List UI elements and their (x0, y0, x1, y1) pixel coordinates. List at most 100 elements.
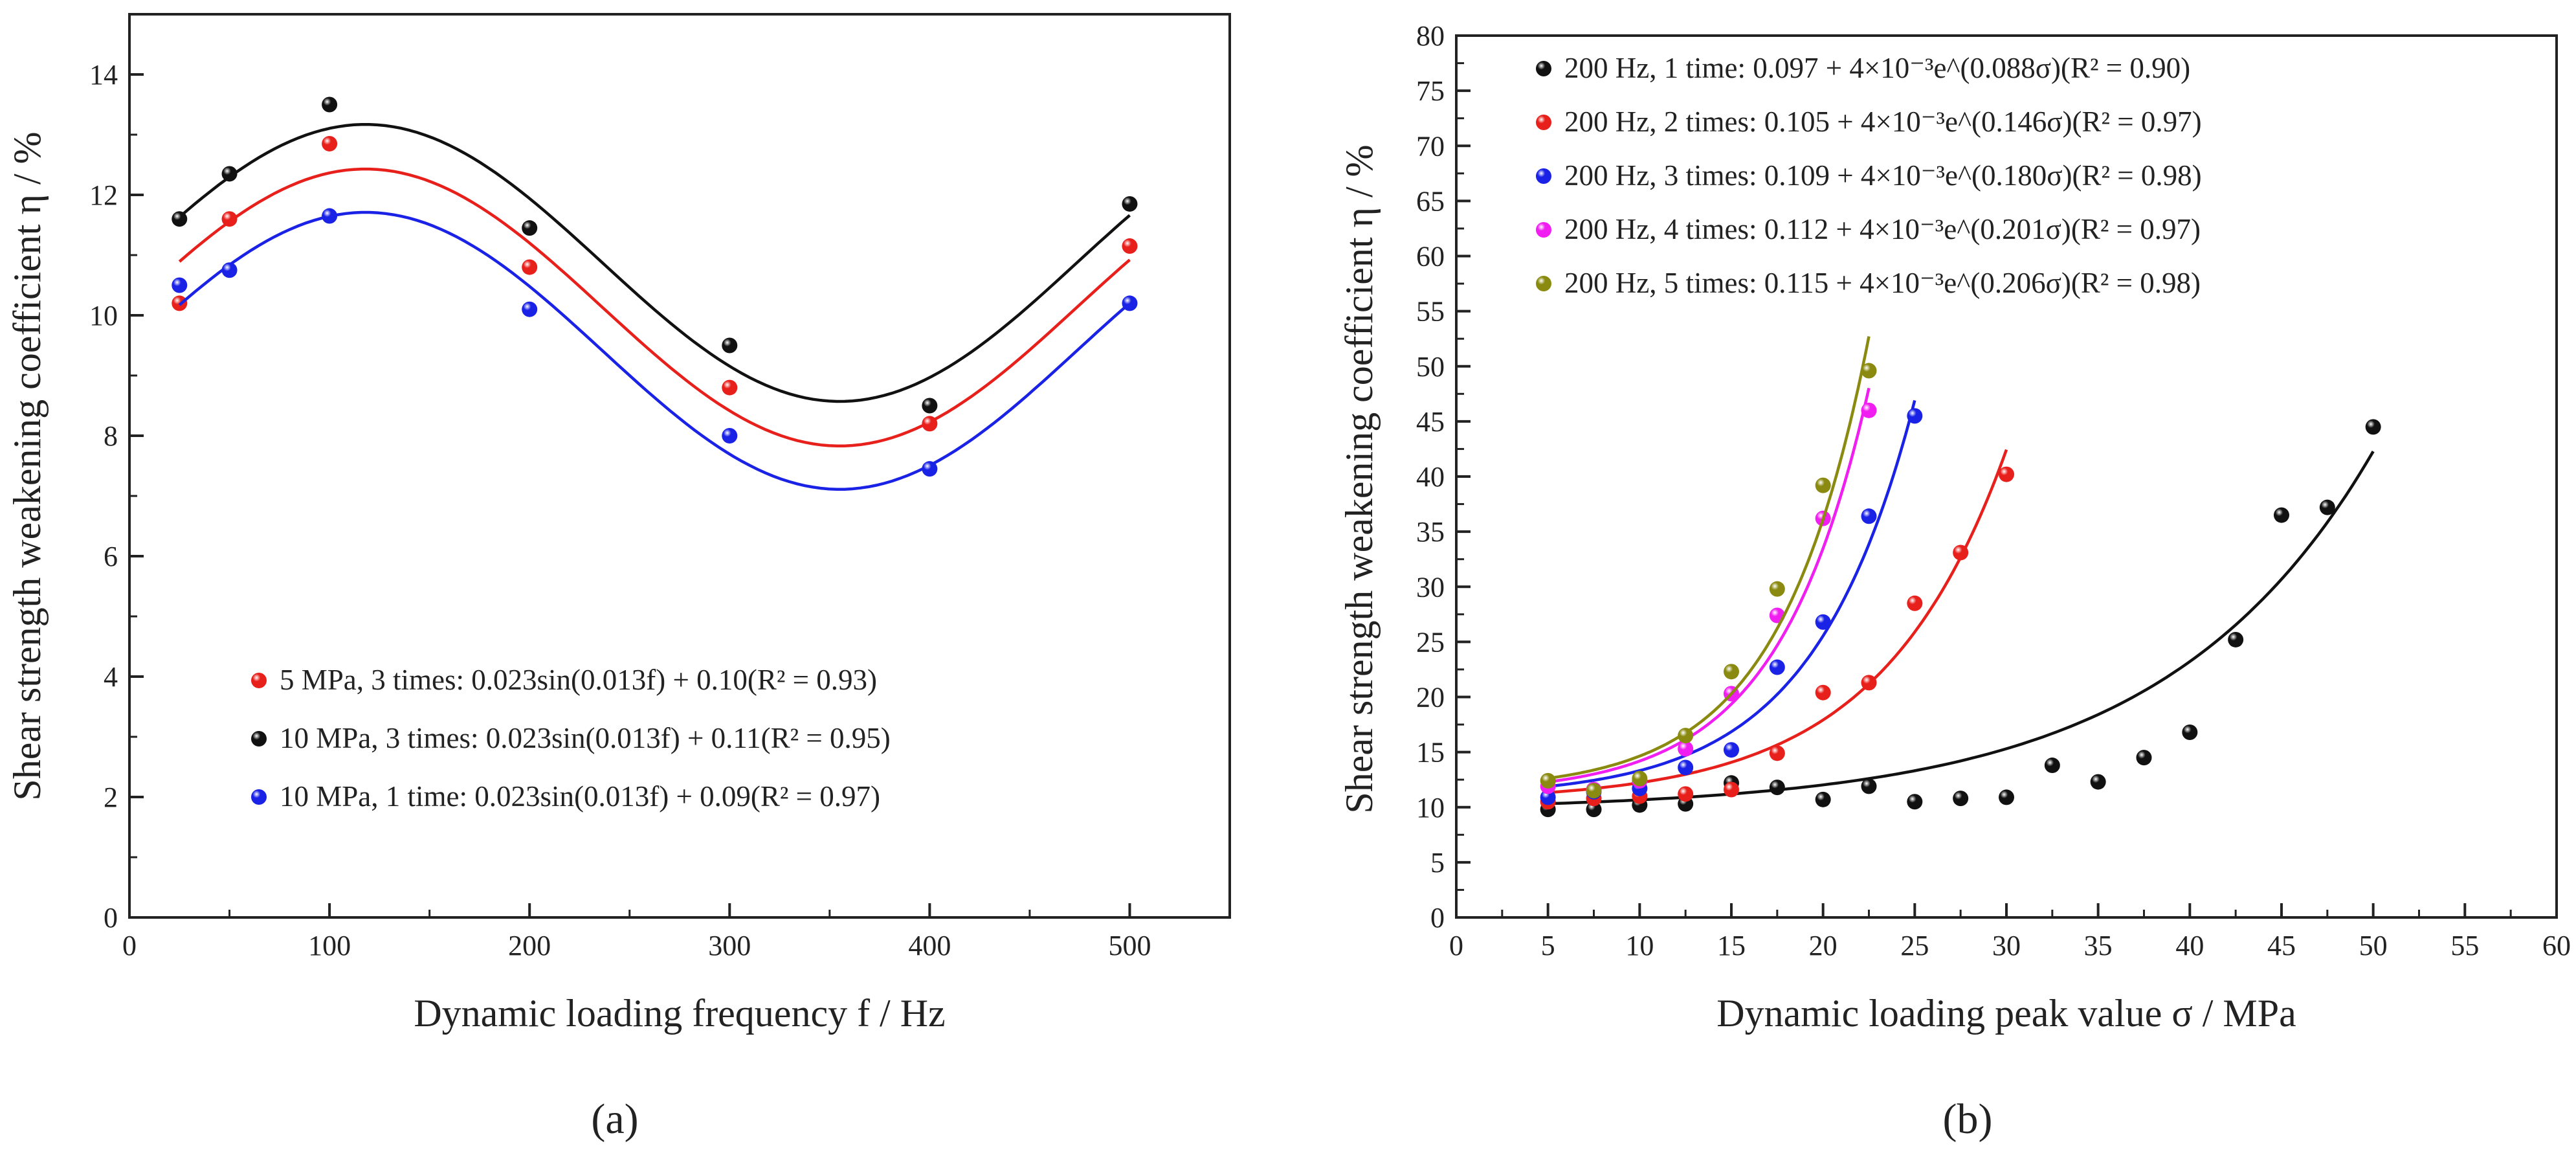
legend-marker (251, 731, 267, 747)
legend-item: 200 Hz, 4 times: 0.112 + 4×10⁻³e^(0.201σ… (1536, 213, 2201, 245)
x-tick-label: 20 (1809, 930, 1838, 961)
data-point (1122, 238, 1138, 254)
y-tick-label: 35 (1416, 516, 1445, 548)
legend-item: 5 MPa, 3 times: 0.023sin(0.013f) + 0.10(… (251, 664, 877, 696)
data-point (1678, 759, 1694, 776)
panel-a-y-ticks: 0 2 4 6 8 10 12 14 (89, 59, 144, 934)
data-point (722, 379, 738, 396)
data-point (1540, 789, 1556, 805)
x-tick-label: 60 (2542, 930, 2571, 961)
data-point (722, 428, 738, 444)
x-tick-label: 30 (1992, 930, 2021, 961)
data-point (2182, 724, 2198, 740)
data-point (1999, 466, 2014, 482)
panel-a-x-axis-title: Dynamic loading frequency f / Hz (414, 992, 945, 1035)
y-tick-label: 5 (1430, 847, 1445, 879)
panel-b-x-ticks: 0 5 10 15 20 25 30 35 40 45 50 55 60 (1449, 903, 2571, 961)
legend-marker (1536, 276, 1551, 291)
data-point (1769, 745, 1785, 761)
legend-label: 200 Hz, 1 time: 0.097 + 4×10⁻³e^(0.088σ)… (1564, 52, 2190, 84)
fit-curve (1548, 449, 2008, 794)
legend-label: 200 Hz, 4 times: 0.112 + 4×10⁻³e^(0.201σ… (1564, 213, 2201, 245)
data-point (1678, 786, 1694, 802)
y-tick-label: 15 (1416, 737, 1445, 769)
legend-label: 200 Hz, 3 times: 0.109 + 4×10⁻³e^(0.180σ… (1564, 159, 2202, 192)
y-tick-label: 75 (1416, 75, 1445, 107)
x-tick-label: 40 (2175, 930, 2204, 961)
legend-marker (1536, 61, 1551, 76)
y-tick-label: 4 (104, 661, 118, 693)
data-point (1815, 791, 1831, 807)
y-tick-label: 60 (1416, 241, 1445, 273)
panel-a-x-ticks: 0 100 200 300 400 500 (122, 903, 1151, 961)
data-point (1586, 783, 1602, 799)
x-tick-label: 300 (708, 930, 751, 961)
data-point (1953, 545, 1969, 561)
panel-b-y-axis-title: Shear strength weakening coefficient η /… (1338, 144, 1381, 813)
data-point (1861, 363, 1877, 379)
x-tick-label: 55 (2450, 930, 2479, 961)
x-tick-label: 200 (508, 930, 551, 961)
data-point (1907, 794, 1923, 810)
fit-curve (1548, 451, 2375, 805)
data-point (2365, 419, 2381, 435)
legend-item: 200 Hz, 5 times: 0.115 + 4×10⁻³e^(0.206σ… (1536, 267, 2201, 299)
series-5-mpa-3-times-0-023sin-0-013f- (172, 135, 1138, 448)
x-tick-label: 25 (1900, 930, 1929, 961)
y-tick-label: 10 (1416, 792, 1445, 824)
data-point (1815, 614, 1831, 630)
legend-label: 10 MPa, 3 times: 0.023sin(0.013f) + 0.11… (280, 722, 891, 754)
data-point (1769, 659, 1785, 675)
data-point (172, 277, 188, 293)
data-point (2274, 507, 2289, 523)
panel-b-legend: 200 Hz, 1 time: 0.097 + 4×10⁻³e^(0.088σ)… (1536, 52, 2202, 299)
data-point (922, 461, 938, 477)
fit-curve (178, 167, 1131, 448)
data-point (1815, 477, 1831, 493)
fit-curve (178, 123, 1131, 403)
legend-item: 200 Hz, 3 times: 0.109 + 4×10⁻³e^(0.180σ… (1536, 159, 2202, 192)
legend-marker (1536, 115, 1551, 130)
data-point (221, 262, 238, 278)
legend-label: 5 MPa, 3 times: 0.023sin(0.013f) + 0.10(… (280, 664, 877, 696)
data-point (1907, 408, 1923, 424)
data-point (522, 301, 538, 317)
legend-label: 10 MPa, 1 time: 0.023sin(0.013f) + 0.09(… (280, 780, 880, 813)
fit-curve (178, 210, 1131, 491)
fit-curve (1548, 387, 1871, 783)
data-point (1815, 684, 1831, 701)
legend-label: 200 Hz, 2 times: 0.105 + 4×10⁻³e^(0.146σ… (1564, 106, 2202, 138)
y-tick-label: 45 (1416, 406, 1445, 438)
data-point (221, 166, 238, 182)
data-point (2319, 499, 2335, 515)
data-point (1540, 772, 1556, 789)
x-tick-label: 0 (1449, 930, 1463, 961)
x-tick-label: 0 (122, 930, 137, 961)
data-point (322, 135, 338, 152)
data-point (2228, 631, 2244, 647)
legend-marker (251, 673, 267, 688)
data-point (1724, 781, 1739, 798)
y-tick-label: 55 (1416, 296, 1445, 328)
panel-b-series (1540, 336, 2381, 818)
series-200-hz-3-times-0-109-4-10-e-0- (1540, 399, 1923, 805)
data-point (322, 96, 338, 113)
y-tick-label: 20 (1416, 682, 1445, 713)
data-point (1999, 789, 2014, 805)
series-10-mpa-3-times-0-023sin-0-013f (172, 96, 1138, 414)
legend-label: 200 Hz, 5 times: 0.115 + 4×10⁻³e^(0.206σ… (1564, 267, 2201, 299)
x-tick-label: 500 (1108, 930, 1151, 961)
y-tick-label: 30 (1416, 571, 1445, 603)
data-point (922, 398, 938, 414)
legend-item: 10 MPa, 1 time: 0.023sin(0.013f) + 0.09(… (251, 780, 880, 813)
panel-a: 0 100 200 300 400 500 0 2 4 6 8 10 12 14 5 MPa, 3 ti… (6, 13, 1231, 1143)
data-point (1678, 728, 1694, 744)
y-tick-label: 14 (89, 59, 118, 91)
legend-item: 200 Hz, 1 time: 0.097 + 4×10⁻³e^(0.088σ)… (1536, 52, 2190, 84)
data-point (322, 208, 338, 224)
series-200-hz-5-times-0-115-4-10-e-0- (1540, 336, 1877, 799)
x-tick-label: 35 (2084, 930, 2113, 961)
legend-marker (1536, 222, 1551, 238)
y-tick-label: 25 (1416, 626, 1445, 658)
